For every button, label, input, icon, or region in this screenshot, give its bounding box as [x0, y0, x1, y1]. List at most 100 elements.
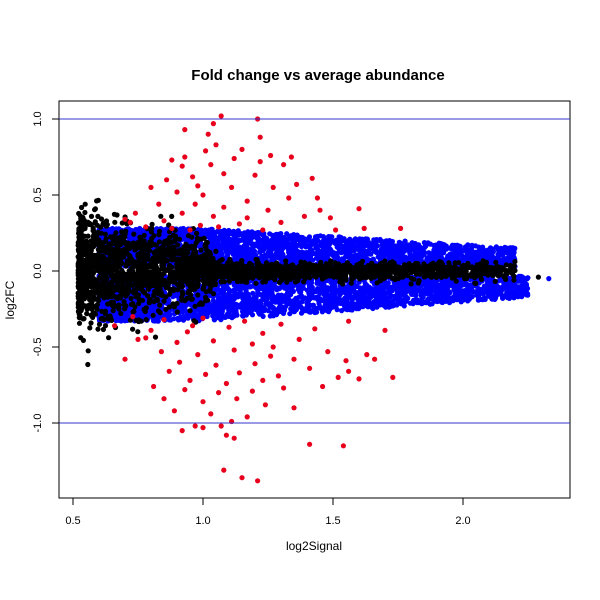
blue-point — [383, 248, 389, 254]
blue-point — [395, 243, 401, 249]
blue-point — [242, 306, 248, 312]
blue-point — [241, 232, 247, 238]
blue-point — [490, 248, 496, 254]
blue-point — [525, 292, 531, 298]
blue-point — [402, 245, 408, 251]
blue-point — [294, 232, 300, 238]
blue-point — [220, 237, 226, 243]
blue-point — [436, 250, 442, 256]
blue-point — [241, 299, 247, 305]
blue-point — [304, 250, 310, 256]
blue-point — [304, 300, 310, 306]
blue-point — [319, 309, 325, 315]
blue-point — [248, 231, 254, 237]
blue-point — [260, 237, 266, 243]
blue-point — [450, 253, 456, 259]
blue-point — [253, 233, 260, 240]
blue-point — [483, 248, 489, 254]
blue-point — [209, 242, 215, 249]
blue-point — [367, 302, 373, 309]
blue-point — [422, 249, 428, 256]
blue-point — [335, 243, 342, 249]
blue-point — [227, 231, 233, 237]
blue-point — [227, 241, 233, 247]
blue-point — [373, 249, 379, 255]
blue-point — [291, 239, 297, 245]
blue-point — [374, 290, 380, 296]
blue-point — [226, 286, 232, 293]
blue-point — [408, 247, 414, 253]
blue-point — [334, 307, 340, 313]
blue-point — [280, 252, 286, 258]
blue-point — [218, 249, 224, 255]
blue-point — [243, 312, 249, 318]
blue-point — [511, 283, 517, 289]
blue-point — [345, 238, 351, 244]
blue-point — [252, 248, 258, 254]
blue-point — [210, 309, 216, 315]
blue-point — [401, 303, 407, 309]
blue-point — [377, 236, 383, 243]
blue-point — [293, 295, 299, 301]
blue-point — [507, 250, 513, 257]
blue-point — [362, 280, 368, 286]
blue-point — [511, 295, 517, 301]
blue-point — [332, 251, 338, 257]
blue-point — [261, 253, 267, 260]
blue-point — [465, 247, 471, 253]
blue-point — [501, 247, 507, 253]
blue-point — [436, 240, 442, 246]
blue-point — [218, 243, 224, 249]
blue-point — [259, 292, 265, 298]
blue-point — [313, 245, 319, 251]
blue-point — [324, 253, 330, 259]
blue-point — [408, 243, 414, 249]
blue-point — [518, 293, 524, 299]
blue-point — [386, 253, 392, 259]
blue-point — [320, 240, 326, 246]
blue-point — [321, 248, 327, 254]
blue-point — [415, 255, 421, 261]
blue-point — [370, 246, 376, 252]
blue-point — [246, 253, 252, 259]
blue-point — [273, 231, 279, 237]
blue-point — [269, 237, 275, 243]
blue-point — [209, 228, 215, 234]
blue-point — [314, 309, 320, 315]
blue-point — [356, 246, 362, 252]
blue-point — [311, 251, 317, 257]
blue-point — [275, 243, 281, 249]
blue-point — [253, 243, 259, 249]
blue-point — [326, 234, 332, 240]
blue-point — [369, 241, 375, 247]
blue-point — [304, 243, 310, 249]
blue-point — [476, 244, 482, 250]
blue-point — [443, 243, 449, 249]
blue-point — [475, 252, 481, 258]
blue-point — [235, 228, 241, 234]
blue-point — [196, 311, 202, 317]
blue-point — [323, 244, 329, 250]
blue-point — [416, 242, 422, 248]
blue-point — [263, 243, 269, 249]
blue-point — [333, 237, 339, 243]
blue-point — [238, 304, 244, 310]
blue-point — [455, 252, 461, 258]
blue-point — [377, 249, 383, 255]
blue-point — [495, 247, 501, 253]
blue-point — [311, 237, 317, 243]
blue-point — [387, 238, 393, 244]
blue-point — [267, 301, 273, 307]
blue-point — [219, 309, 225, 315]
blue-point — [269, 312, 275, 318]
blue-point — [390, 298, 396, 304]
blue-point — [234, 249, 240, 255]
blue-point — [137, 227, 143, 233]
blue-point — [362, 243, 368, 249]
blue-point — [232, 241, 238, 247]
blue-point — [338, 234, 344, 240]
blue-point — [339, 256, 345, 262]
blue-point — [325, 294, 331, 300]
blue-point — [339, 308, 345, 314]
